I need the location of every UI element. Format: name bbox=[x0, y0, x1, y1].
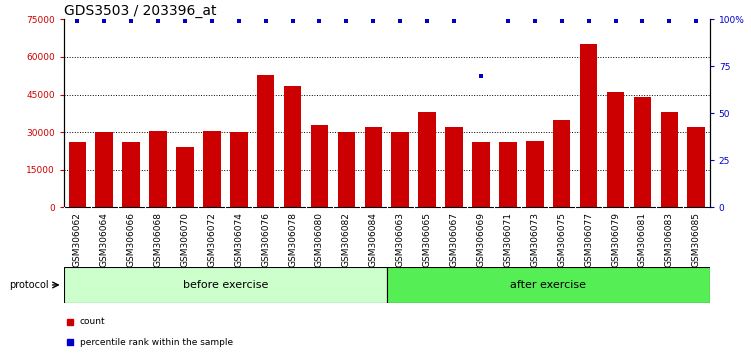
Bar bbox=[634, 97, 651, 207]
Point bbox=[636, 18, 648, 24]
Text: GSM306069: GSM306069 bbox=[476, 212, 485, 267]
Bar bbox=[526, 141, 544, 207]
Text: GSM306080: GSM306080 bbox=[315, 212, 324, 267]
Point bbox=[179, 18, 191, 24]
Text: GSM306071: GSM306071 bbox=[503, 212, 512, 267]
Point bbox=[287, 18, 299, 24]
Point bbox=[71, 18, 83, 24]
Text: protocol: protocol bbox=[10, 280, 50, 290]
Text: GSM306085: GSM306085 bbox=[692, 212, 701, 267]
Text: GSM306067: GSM306067 bbox=[450, 212, 459, 267]
Bar bbox=[95, 132, 113, 207]
Text: GSM306075: GSM306075 bbox=[557, 212, 566, 267]
Bar bbox=[364, 127, 382, 207]
Bar bbox=[68, 142, 86, 207]
Text: GSM306083: GSM306083 bbox=[665, 212, 674, 267]
Bar bbox=[149, 131, 167, 207]
Text: after exercise: after exercise bbox=[510, 280, 587, 290]
Text: GSM306074: GSM306074 bbox=[234, 212, 243, 267]
Text: GDS3503 / 203396_at: GDS3503 / 203396_at bbox=[64, 5, 216, 18]
Bar bbox=[257, 74, 274, 207]
Point bbox=[233, 18, 245, 24]
Text: GSM306064: GSM306064 bbox=[100, 212, 109, 267]
Point bbox=[421, 18, 433, 24]
Bar bbox=[553, 120, 571, 207]
Point bbox=[152, 18, 164, 24]
Text: GSM306063: GSM306063 bbox=[396, 212, 405, 267]
Bar bbox=[387, 267, 710, 303]
Bar bbox=[472, 142, 490, 207]
Point bbox=[125, 18, 137, 24]
Bar bbox=[445, 127, 463, 207]
Bar bbox=[391, 132, 409, 207]
Bar bbox=[176, 147, 194, 207]
Bar bbox=[311, 125, 328, 207]
Point bbox=[260, 18, 272, 24]
Text: count: count bbox=[80, 317, 106, 326]
Text: GSM306073: GSM306073 bbox=[530, 212, 539, 267]
Text: before exercise: before exercise bbox=[182, 280, 268, 290]
Bar bbox=[230, 132, 248, 207]
Text: GSM306076: GSM306076 bbox=[261, 212, 270, 267]
Point bbox=[610, 18, 622, 24]
Bar bbox=[284, 86, 301, 207]
Bar bbox=[687, 127, 705, 207]
Text: GSM306077: GSM306077 bbox=[584, 212, 593, 267]
Text: GSM306079: GSM306079 bbox=[611, 212, 620, 267]
Bar bbox=[203, 131, 221, 207]
Point bbox=[394, 18, 406, 24]
Bar bbox=[418, 112, 436, 207]
Point bbox=[556, 18, 568, 24]
Point bbox=[340, 18, 352, 24]
Point bbox=[502, 18, 514, 24]
Point bbox=[313, 18, 325, 24]
Point bbox=[475, 73, 487, 79]
Bar bbox=[64, 267, 387, 303]
Point bbox=[98, 18, 110, 24]
Bar bbox=[122, 142, 140, 207]
Bar bbox=[580, 45, 597, 207]
Point bbox=[583, 18, 595, 24]
Point bbox=[206, 18, 218, 24]
Bar bbox=[499, 142, 517, 207]
Point bbox=[663, 18, 675, 24]
Point bbox=[448, 18, 460, 24]
Point bbox=[690, 18, 702, 24]
Bar bbox=[661, 112, 678, 207]
Text: GSM306068: GSM306068 bbox=[153, 212, 162, 267]
Point bbox=[529, 18, 541, 24]
Text: GSM306082: GSM306082 bbox=[342, 212, 351, 267]
Text: GSM306081: GSM306081 bbox=[638, 212, 647, 267]
Text: GSM306078: GSM306078 bbox=[288, 212, 297, 267]
Text: GSM306072: GSM306072 bbox=[207, 212, 216, 267]
Bar bbox=[607, 92, 624, 207]
Point bbox=[367, 18, 379, 24]
Text: GSM306066: GSM306066 bbox=[127, 212, 136, 267]
Text: GSM306065: GSM306065 bbox=[423, 212, 432, 267]
Text: percentile rank within the sample: percentile rank within the sample bbox=[80, 338, 233, 347]
Text: GSM306070: GSM306070 bbox=[180, 212, 189, 267]
Text: GSM306062: GSM306062 bbox=[73, 212, 82, 267]
Text: GSM306084: GSM306084 bbox=[369, 212, 378, 267]
Bar bbox=[338, 132, 355, 207]
